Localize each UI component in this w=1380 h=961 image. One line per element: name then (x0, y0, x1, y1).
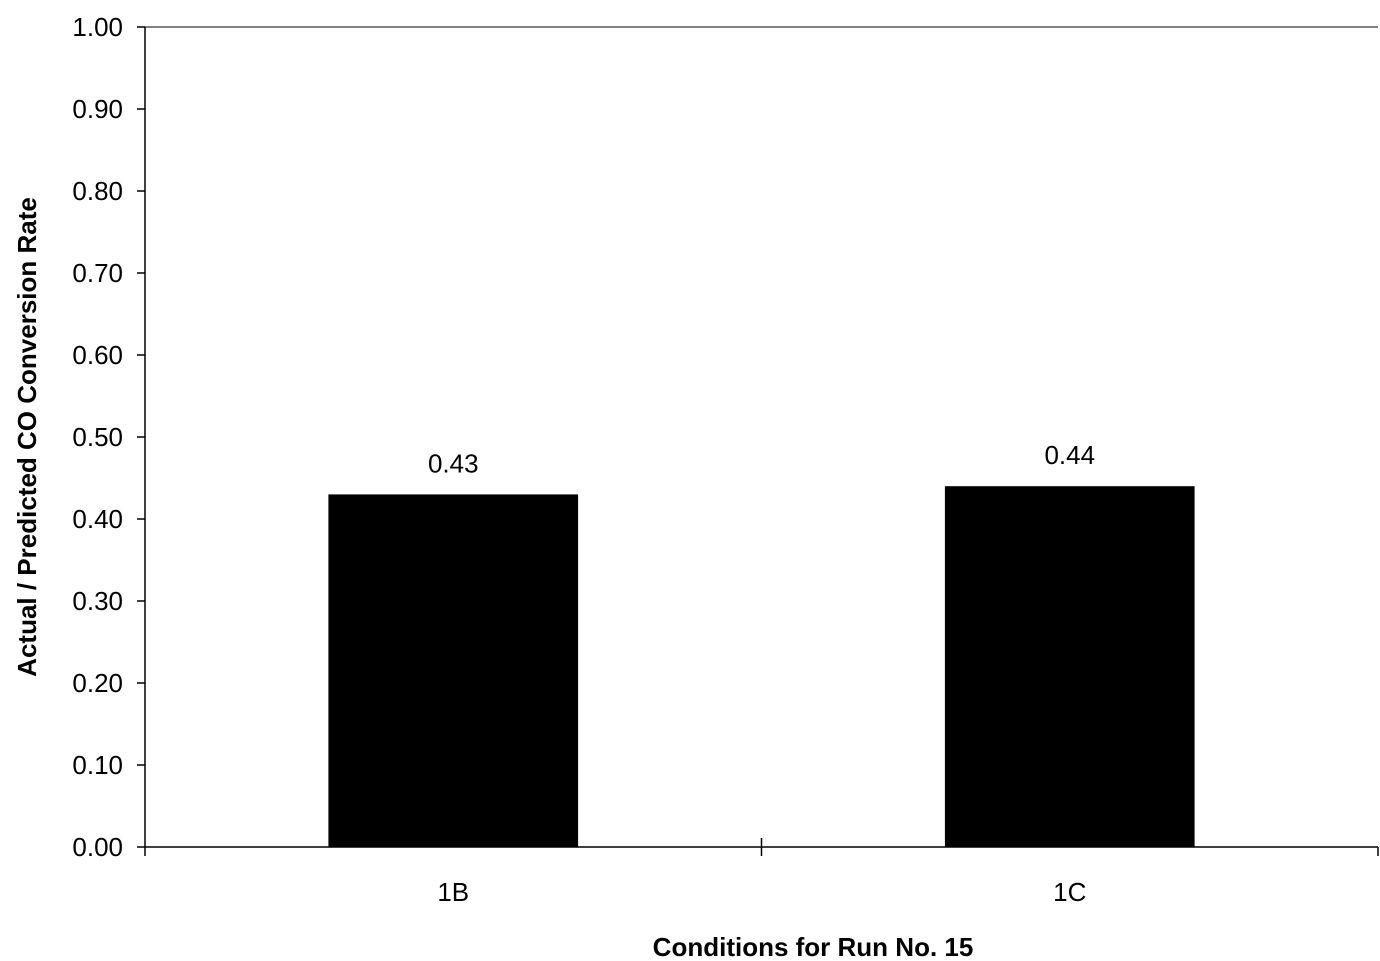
y-tick-label: 0.30 (72, 586, 123, 616)
y-tick-label: 0.40 (72, 504, 123, 534)
y-tick-label: 0.60 (72, 340, 123, 370)
x-axis-title: Conditions for Run No. 15 (653, 932, 974, 961)
category-label-1b: 1B (437, 877, 469, 907)
x-axis-ticks (144, 838, 1379, 856)
y-tick-label: 0.70 (72, 258, 123, 288)
y-tick-label: 0.90 (72, 94, 123, 124)
y-tick-label: 0.00 (72, 832, 123, 862)
y-axis-ticks: 0.00 0.10 0.20 0.30 0.40 0.50 0.60 0.70 0.80 0.90… (72, 12, 145, 862)
bar-series (328, 486, 1195, 847)
category-labels: 1B 1C (437, 877, 1086, 907)
data-label-1c: 0.44 (1044, 440, 1095, 470)
category-label-1c: 1C (1053, 877, 1086, 907)
data-labels: 0.43 0.44 (428, 440, 1095, 478)
bar-1b (328, 494, 579, 847)
y-tick-label: 0.20 (72, 668, 123, 698)
y-tick-label: 0.50 (72, 422, 123, 452)
y-tick-label: 0.80 (72, 176, 123, 206)
y-tick-label: 1.00 (72, 12, 123, 42)
bar-1c (944, 486, 1195, 847)
y-tick-label: 0.10 (72, 750, 123, 780)
data-label-1b: 0.43 (428, 448, 479, 478)
y-axis-title: Actual / Predicted CO Conversion Rate (12, 197, 42, 677)
